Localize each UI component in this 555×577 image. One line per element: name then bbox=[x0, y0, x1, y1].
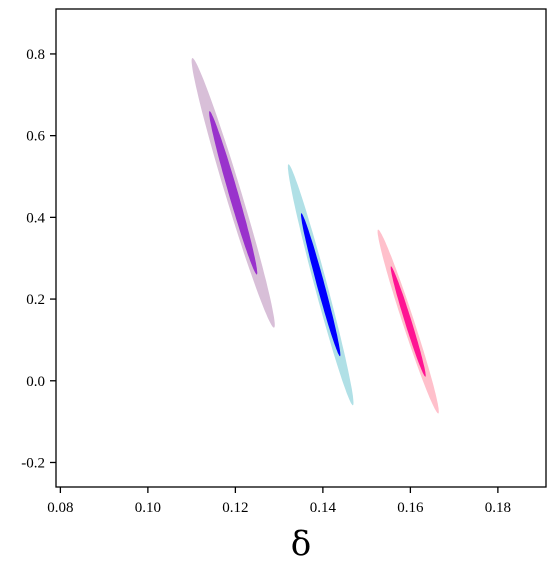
plot-frame bbox=[55, 8, 547, 488]
x-tick-label: 0.14 bbox=[310, 500, 337, 516]
x-axis-title: δ bbox=[291, 524, 311, 564]
y-tick-label: 0.6 bbox=[26, 129, 45, 145]
contour-layer bbox=[191, 58, 439, 414]
y-tick-label: 0.4 bbox=[26, 210, 45, 226]
x-tick-label: 0.10 bbox=[135, 500, 161, 516]
y-tick-label: -0.2 bbox=[21, 455, 45, 471]
y-tick-label: 0.0 bbox=[26, 374, 45, 390]
x-tick-label: 0.18 bbox=[485, 500, 511, 516]
x-axis: 0.08 0.10 0.12 0.14 0.16 0.18 bbox=[47, 487, 511, 516]
contour-3-inner-region bbox=[390, 266, 426, 377]
x-tick-label: 0.08 bbox=[47, 500, 73, 516]
contour-1-inner-region bbox=[209, 111, 258, 275]
x-tick-label: 0.16 bbox=[397, 500, 424, 516]
x-tick-label: 0.12 bbox=[222, 500, 248, 516]
y-tick-label: 0.8 bbox=[26, 47, 45, 63]
contour-2-inner-region bbox=[301, 213, 341, 357]
y-axis: -0.2 0.0 0.2 0.4 0.6 0.8 bbox=[21, 47, 56, 471]
y-tick-label: 0.2 bbox=[26, 292, 45, 308]
